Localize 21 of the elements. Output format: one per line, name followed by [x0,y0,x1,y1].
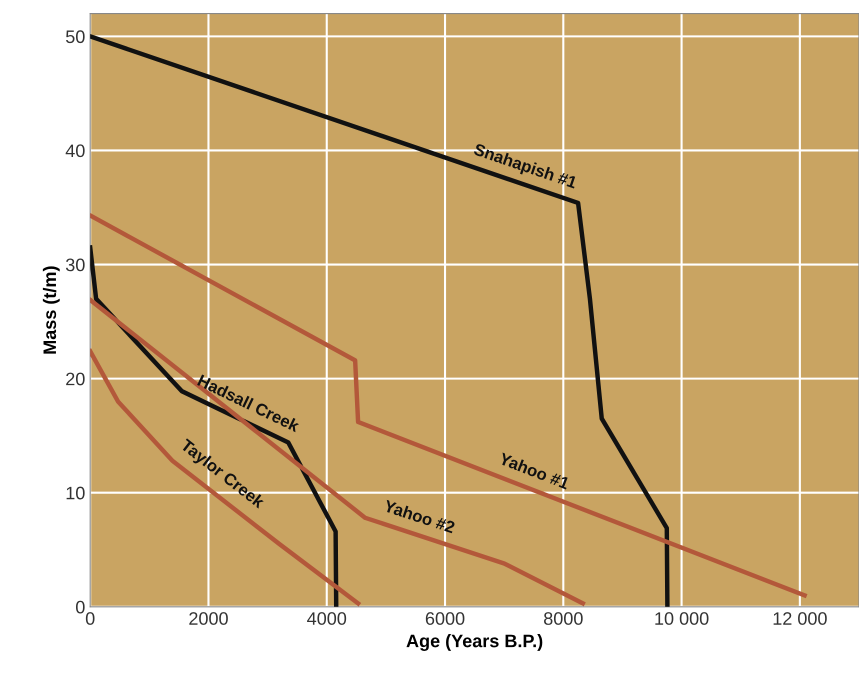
x-tick-label: 10 000 [655,612,708,625]
x-tick-label: 8000 [544,612,583,625]
y-tick-label: 50 [66,30,85,44]
x-axis-title: Age (Years B.P.) [406,634,542,651]
y-tick-label: 30 [66,258,85,272]
y-tick-label: 0 [76,600,85,614]
y-tick-label: 20 [66,372,85,386]
y-axis-title: Mass (t/m) [42,266,60,354]
line-series [90,298,586,606]
x-tick-label: 0 [86,612,95,625]
line-series [90,349,360,606]
text: Yahoo #2 [383,499,456,534]
y-tick-label: 10 [66,486,85,500]
text: Yahoo #1 [498,452,570,490]
x-tick-label: 12 000 [774,612,827,625]
x-tick-label: 2000 [189,612,228,625]
x-tick-label: 6000 [426,612,464,625]
line-series [90,34,670,607]
y-tick-label: 40 [66,144,85,158]
x-tick-label: 4000 [307,612,346,625]
line-series [90,213,807,598]
